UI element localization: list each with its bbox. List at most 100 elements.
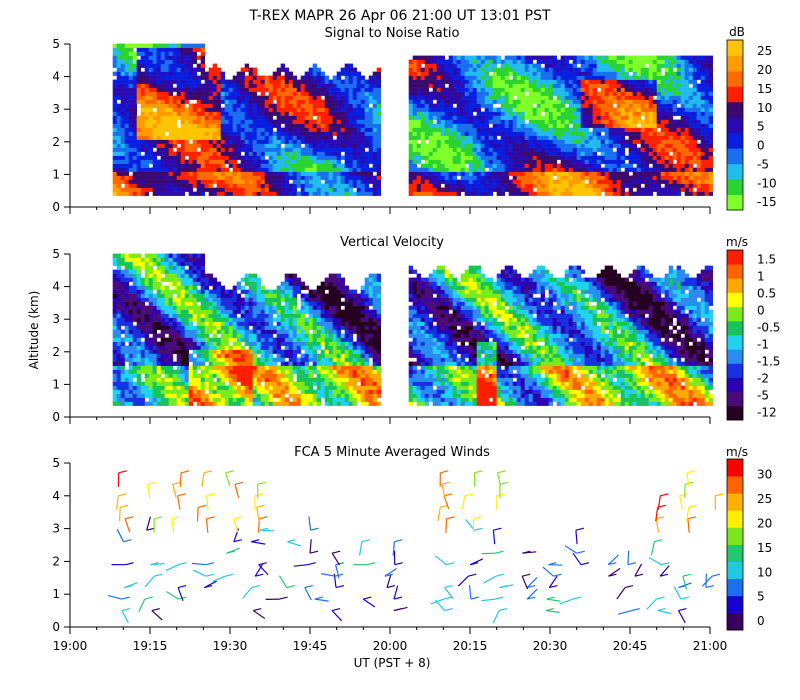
wind-barb-flag xyxy=(679,493,688,497)
wind-barb xyxy=(278,575,288,588)
colorbar-swatch xyxy=(727,476,743,494)
wind-barb xyxy=(108,595,122,600)
wind-barb-flag xyxy=(225,470,234,474)
colorbar-swatch xyxy=(727,101,743,118)
wind-panel-title: FCA 5 Minute Averaged Winds xyxy=(294,445,490,460)
y-tick-label: 2 xyxy=(52,135,60,149)
wind-barb-flag xyxy=(259,527,269,531)
wind-barb-flag xyxy=(118,470,127,474)
vv-heatmap xyxy=(112,253,713,406)
colorbar-swatch xyxy=(727,612,743,631)
wind-barb xyxy=(212,575,226,583)
wind-barb-flag xyxy=(474,527,483,531)
wind-barb-flag xyxy=(205,573,215,577)
wind-barb-flag xyxy=(310,527,319,531)
wind-barb-flag xyxy=(304,585,313,589)
wind-barb xyxy=(116,495,119,510)
wind-barb xyxy=(575,530,578,545)
wind-barb-flag xyxy=(172,481,181,485)
wind-barb xyxy=(287,541,301,547)
wind-barb xyxy=(166,591,179,600)
wind-barb xyxy=(657,495,661,510)
wind-barb xyxy=(205,518,209,533)
wind-barb-flag xyxy=(256,504,265,508)
colorbar-label: 0 xyxy=(757,304,765,318)
wind-barb-flag xyxy=(549,585,558,589)
wind-barb-flag xyxy=(441,481,450,485)
wind-barb-flag xyxy=(627,562,637,566)
wind-barb-flag xyxy=(680,596,690,600)
x-tick-label: 20:15 xyxy=(453,639,488,653)
y-tick-label: 1 xyxy=(52,377,60,391)
wind-barb xyxy=(687,518,690,533)
wind-barb-flag xyxy=(251,585,260,589)
colorbar-swatch xyxy=(727,493,743,511)
wind-barb-flag xyxy=(469,562,479,566)
colorbar-swatch xyxy=(727,163,743,180)
colorbar-swatch xyxy=(727,250,743,265)
wind-barb-flag xyxy=(203,470,213,474)
wind-barb-flag xyxy=(443,596,453,600)
colorbar-swatch xyxy=(727,148,743,165)
y-tick-label: 2 xyxy=(52,554,60,568)
colorbar-label: -1.5 xyxy=(757,355,780,369)
wind-barb xyxy=(308,516,312,531)
colorbar-swatch xyxy=(727,578,743,597)
wind-barb-flag xyxy=(361,539,371,543)
wind-barb-flag xyxy=(553,573,562,577)
colorbar-label: 5 xyxy=(757,120,765,134)
x-tick-label: 19:45 xyxy=(293,639,328,653)
y-tick-label: 5 xyxy=(52,37,60,51)
wind-barb-flag xyxy=(522,550,531,554)
wind-barb-flag xyxy=(440,470,449,474)
wind-barb xyxy=(119,507,121,522)
wind-barb-flag xyxy=(711,573,721,577)
wind-barb xyxy=(673,586,682,600)
wind-barb xyxy=(618,610,632,615)
vv-unit-label: m/s xyxy=(726,235,748,249)
y-tick-label: 1 xyxy=(52,587,60,601)
wind-barb xyxy=(655,518,660,533)
wind-barb-flag xyxy=(257,481,266,485)
wind-barb xyxy=(172,484,177,499)
y-tick-label: 4 xyxy=(52,70,60,84)
x-tick-label: 19:00 xyxy=(53,639,88,653)
wind-barb xyxy=(607,554,619,566)
vv-colorbar: 1.5 1 0.5 0 -0.5 -1 -1.5 -2 -5 -12 xyxy=(726,249,780,421)
wind-barb xyxy=(682,576,688,590)
wind-barb-flag xyxy=(178,562,187,566)
colorbar-swatch xyxy=(727,349,743,364)
wind-barb-flag xyxy=(363,596,372,600)
wind-barb-flag xyxy=(121,596,130,600)
wind-barb-flag xyxy=(233,539,243,543)
wind-barb xyxy=(124,518,131,533)
wind-barb xyxy=(392,541,395,556)
wind-barb xyxy=(701,575,713,587)
colorbar-swatch xyxy=(727,363,743,378)
wind-barb-flag xyxy=(656,596,665,600)
wind-barb xyxy=(548,564,563,566)
wind-barb-flag xyxy=(634,573,644,577)
wind-barb-flag xyxy=(394,562,403,566)
wind-barb-flag xyxy=(495,550,504,554)
wind-barb-flag xyxy=(367,562,376,566)
wind-barb xyxy=(443,495,450,510)
wind-barb xyxy=(331,552,341,566)
y-tick-label: 2 xyxy=(52,345,60,359)
colorbar-label: -12 xyxy=(757,406,777,420)
wind-barb xyxy=(457,575,469,587)
wind-barb-flag xyxy=(527,596,536,600)
wind-barb xyxy=(526,577,538,589)
wind-barb xyxy=(225,472,231,487)
wind-barb xyxy=(386,574,392,588)
wind-barb-flag xyxy=(580,562,590,566)
wind-barb-flag xyxy=(493,527,502,531)
wind-barb xyxy=(138,598,146,612)
wind-barb-flag xyxy=(180,470,190,474)
y-tick-label: 1 xyxy=(52,167,60,181)
y-tick-label: 5 xyxy=(52,456,60,470)
colorbar-label: -1 xyxy=(757,338,769,352)
wind-barb xyxy=(545,610,560,613)
wind-barb-flag xyxy=(682,573,691,577)
colorbar-label: 20 xyxy=(757,516,772,530)
